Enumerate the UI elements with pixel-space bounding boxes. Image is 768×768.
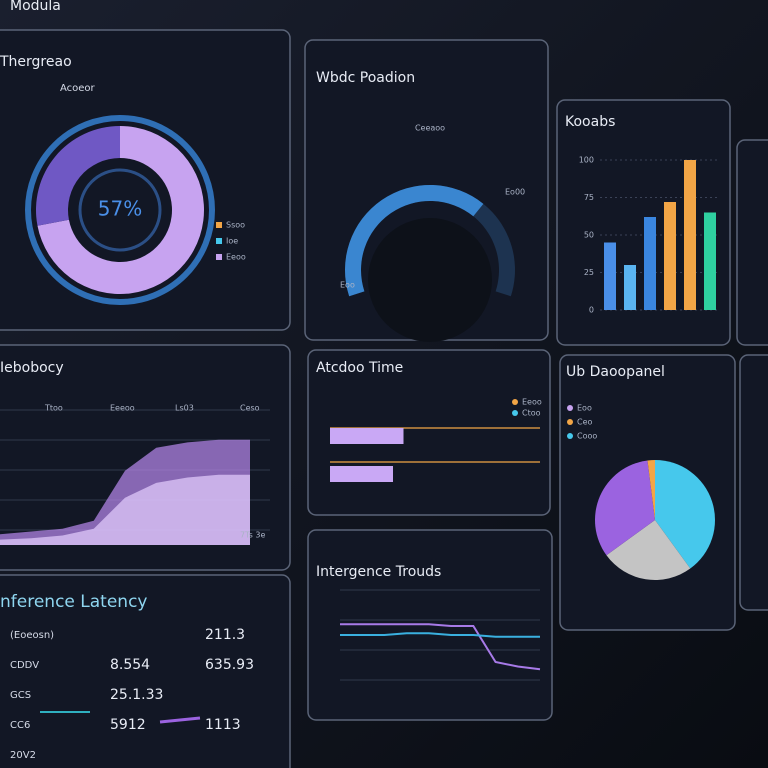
legend-label: Ls03 — [175, 404, 194, 413]
legend-dot — [567, 405, 573, 411]
table-cell: CC6 — [10, 720, 30, 731]
panel — [0, 574, 291, 768]
y-tick-label: 50 — [584, 231, 594, 240]
legend-swatch — [216, 222, 222, 228]
legend-swatch — [216, 238, 222, 244]
bar — [704, 212, 716, 310]
legend-dot — [567, 433, 573, 439]
legend-dot — [567, 419, 573, 425]
panel-title: Ub Daoopanel — [566, 364, 665, 380]
bar — [684, 160, 696, 310]
divider — [159, 716, 201, 724]
y-tick-label: 25 — [584, 268, 594, 277]
y-tick-label: 100 — [579, 156, 594, 165]
header-title: Modula — [10, 0, 61, 14]
bar — [604, 242, 616, 310]
gauge-core — [368, 218, 492, 342]
pie-slice — [595, 460, 655, 556]
bar — [624, 265, 636, 310]
panel-title: Iebobocy — [0, 360, 64, 376]
table-cell: 20V2 — [10, 750, 36, 761]
panel-subtitle: Acoeor — [60, 83, 96, 94]
donut-slice — [35, 126, 120, 226]
panel-title: Atcdoo Time — [316, 360, 403, 376]
table-cell: 8.554 — [110, 657, 150, 673]
legend-label: Ssoo — [226, 221, 245, 230]
legend-label: Eeoo — [522, 398, 542, 407]
legend-label: Ttoo — [44, 404, 63, 413]
pie-slice — [647, 460, 655, 520]
pie-slice — [655, 460, 715, 569]
line — [340, 632, 540, 638]
ring — [78, 168, 162, 252]
legend-label: Ioe — [226, 237, 238, 246]
hbar — [330, 428, 404, 444]
table-cell: (Eoeosn) — [10, 630, 54, 641]
pie-slice — [606, 520, 691, 580]
panel — [736, 139, 768, 346]
area — [0, 474, 250, 545]
panel-title: nference Latency — [0, 592, 147, 612]
hbar — [330, 466, 393, 482]
table-cell: 211.3 — [205, 627, 245, 643]
legend-label: Ceso — [240, 404, 260, 413]
panel-title: Thergreao — [0, 54, 72, 70]
line — [340, 623, 541, 671]
table-cell: GCS — [10, 690, 31, 701]
legend-label: Ceo — [577, 418, 593, 427]
ring — [25, 115, 215, 305]
gauge-label: Eo00 — [505, 188, 525, 197]
end-label: 7Ts 3e — [240, 531, 265, 540]
panel — [739, 354, 768, 611]
legend-label: Ctoo — [522, 409, 541, 418]
panel-title: Intergence Trouds — [316, 564, 441, 580]
gauge-label: Eoo — [340, 281, 355, 290]
center-label: 57% — [98, 197, 142, 221]
gauge-value — [345, 185, 484, 297]
legend-label: Cooo — [577, 432, 597, 441]
table-cell: CDDV — [10, 660, 39, 671]
y-tick-label: 75 — [584, 193, 594, 202]
panel-title: Kooabs — [565, 114, 615, 130]
legend-label: Eoo — [577, 404, 592, 413]
y-tick-label: 0 — [589, 306, 594, 315]
donut-slice — [37, 126, 204, 294]
table-cell: 25.1.33 — [110, 687, 163, 703]
legend-swatch — [216, 254, 222, 260]
bar — [664, 202, 676, 310]
legend-label: Eeoo — [226, 253, 246, 262]
table-cell: 5912 — [110, 717, 146, 733]
bar — [644, 217, 656, 310]
panel-title: Wbdc Poadion — [316, 70, 415, 86]
legend-dot — [512, 399, 518, 405]
table-cell: 635.93 — [205, 657, 254, 673]
legend-dot — [512, 410, 518, 416]
legend-label: Eeeoo — [110, 404, 135, 413]
gauge-label: Ceeaoo — [415, 124, 445, 133]
table-cell: 1113 — [205, 717, 241, 733]
